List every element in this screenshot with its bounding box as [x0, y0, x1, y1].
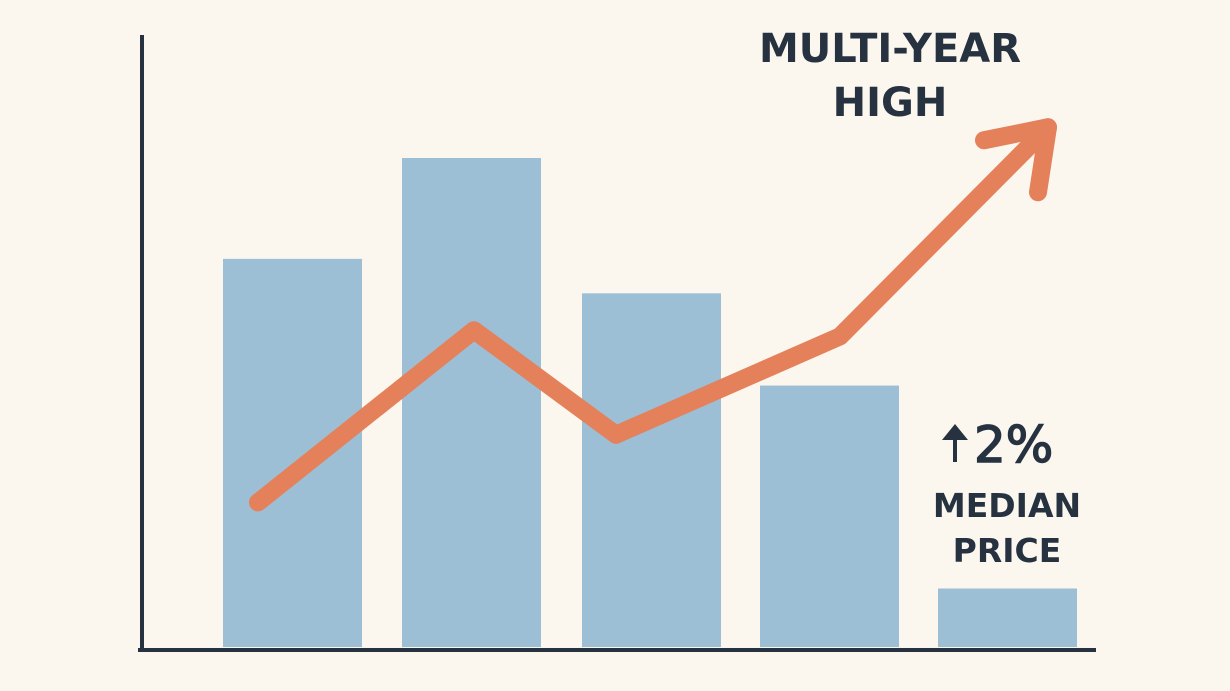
- bar-2: [402, 158, 541, 647]
- bar-5: [938, 588, 1077, 647]
- up-arrow-icon: [942, 424, 968, 462]
- bar-1: [223, 258, 362, 647]
- caption-line-1: MEDIAN: [933, 486, 1081, 525]
- bar-3: [582, 293, 721, 647]
- headline-line-1: MULTI-YEAR: [759, 26, 1021, 72]
- headline-line-2: HIGH: [833, 80, 948, 126]
- bar-4: [760, 385, 899, 647]
- caption-line-2: PRICE: [953, 531, 1062, 570]
- change-value: 2%: [974, 416, 1053, 474]
